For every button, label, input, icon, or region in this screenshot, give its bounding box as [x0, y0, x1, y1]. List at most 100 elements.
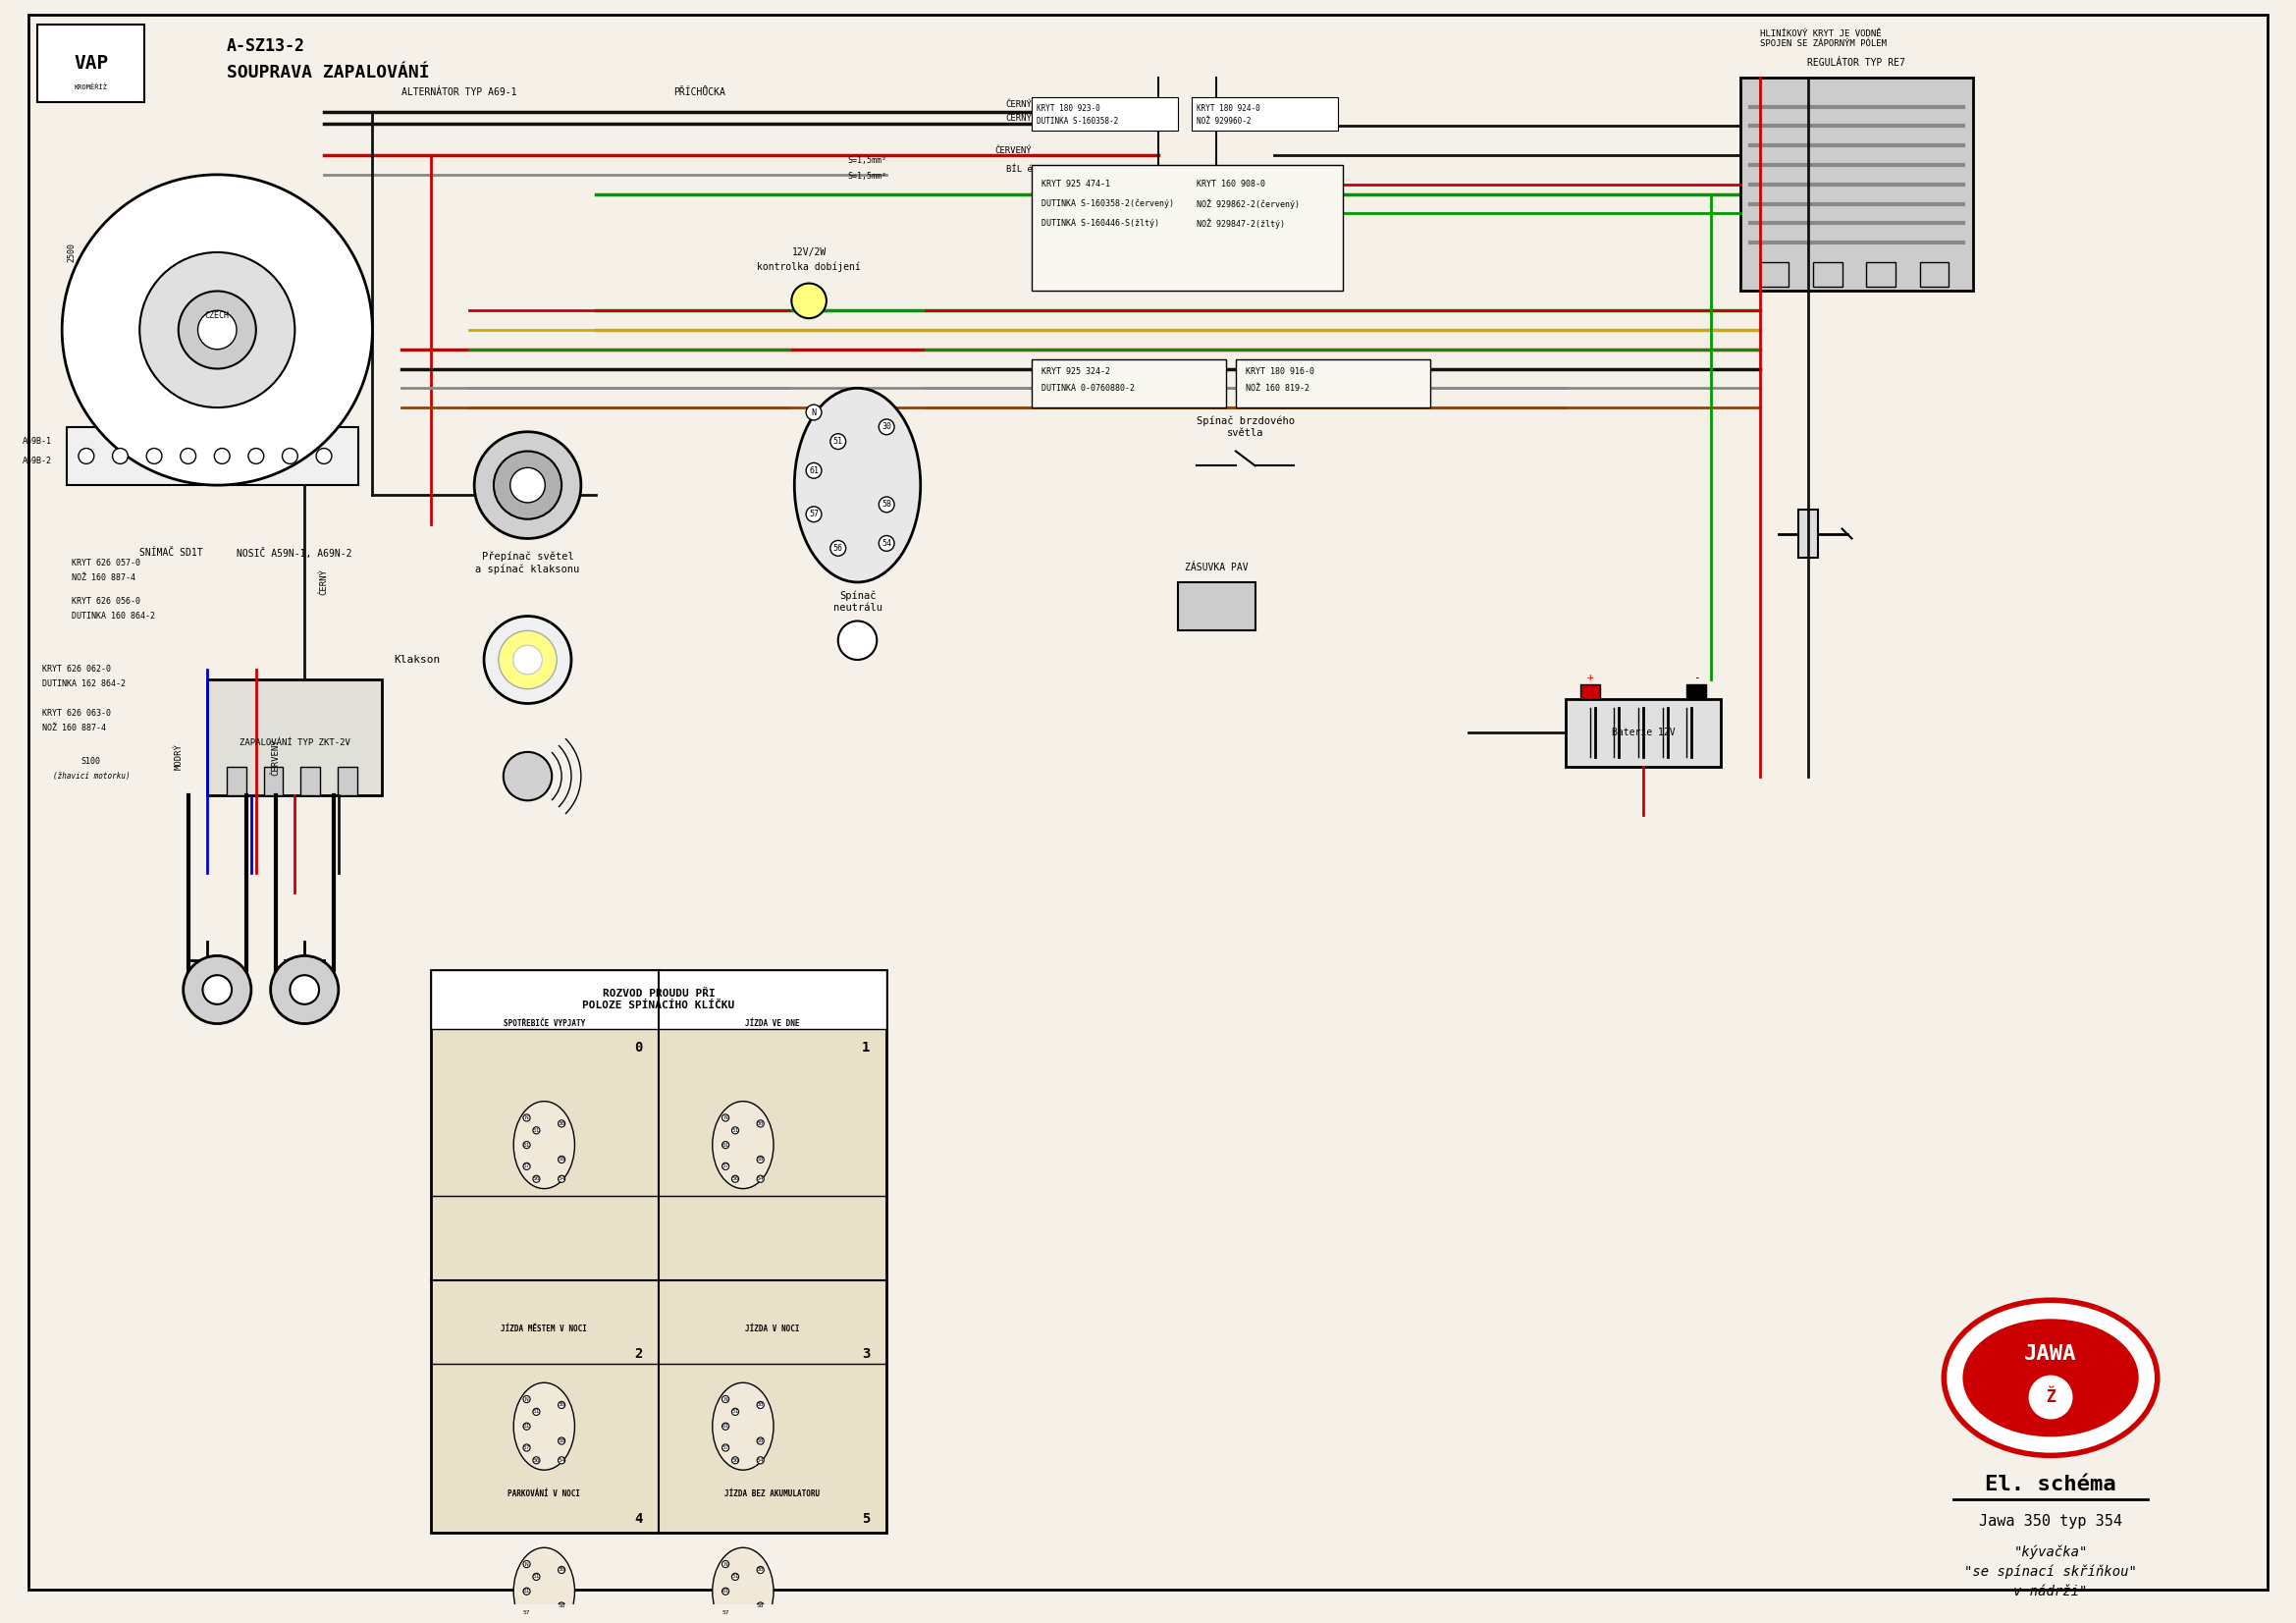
Circle shape [558, 1156, 565, 1164]
Text: KRYT 180 923-0: KRYT 180 923-0 [1038, 104, 1100, 114]
Circle shape [721, 1444, 730, 1451]
Circle shape [271, 956, 338, 1024]
Text: N: N [526, 1561, 528, 1566]
Circle shape [838, 622, 877, 661]
Text: 56: 56 [533, 1457, 540, 1462]
Text: 58: 58 [758, 1438, 765, 1443]
Text: MODRÝ: MODRÝ [174, 743, 184, 769]
Text: KRYT 180 916-0: KRYT 180 916-0 [1244, 367, 1313, 377]
Circle shape [523, 1141, 530, 1149]
Text: ČERNÝ: ČERNÝ [319, 570, 328, 596]
Text: Klakson: Klakson [395, 656, 441, 665]
Text: N: N [723, 1115, 728, 1120]
Ellipse shape [712, 1102, 774, 1188]
Text: NOŽ 160 887-4: NOŽ 160 887-4 [44, 724, 106, 732]
Text: ROZVOD PROUDU PŘI
POLOZE SPÍNACÍHO KLÍČKU: ROZVOD PROUDU PŘI POLOZE SPÍNACÍHO KLÍČK… [583, 988, 735, 1010]
Text: S=1,5mm²: S=1,5mm² [847, 172, 886, 182]
Text: DUTINKA 162 864-2: DUTINKA 162 864-2 [44, 680, 126, 688]
Circle shape [758, 1402, 765, 1409]
Circle shape [806, 506, 822, 523]
Text: 30: 30 [882, 422, 891, 432]
Circle shape [721, 1141, 730, 1149]
Text: 54: 54 [882, 539, 891, 549]
Circle shape [792, 284, 827, 318]
Bar [250, 398, 273, 414]
Text: 51: 51 [732, 1409, 739, 1414]
Bar [1192, 97, 1339, 131]
Circle shape [147, 448, 163, 464]
Text: KROMĚŘÍŽ: KROMĚŘÍŽ [73, 84, 108, 91]
Text: BÍL é: BÍL é [1006, 166, 1033, 174]
Text: +: + [1587, 672, 1593, 682]
Circle shape [484, 617, 572, 703]
Text: ČERNÝ: ČERNÝ [1006, 114, 1033, 123]
Circle shape [523, 1423, 530, 1430]
Circle shape [197, 310, 236, 349]
Circle shape [721, 1396, 730, 1402]
Text: ZÁSUVKA PAV: ZÁSUVKA PAV [1185, 563, 1249, 573]
Circle shape [732, 1409, 739, 1415]
Ellipse shape [514, 1548, 574, 1623]
Circle shape [758, 1602, 765, 1610]
Circle shape [523, 1608, 530, 1617]
Text: El. schéma: El. schéma [1986, 1475, 2117, 1495]
Text: KRYT 160 908-0: KRYT 160 908-0 [1196, 180, 1265, 188]
Ellipse shape [514, 1383, 574, 1470]
Text: DUTINKA S-160446-S(žltý): DUTINKA S-160446-S(žltý) [1042, 219, 1159, 227]
Text: 51: 51 [732, 1574, 739, 1579]
Text: SNÍMAČ SD1T: SNÍMAČ SD1T [140, 549, 202, 558]
Bar [1814, 261, 1841, 286]
Bar [1740, 78, 1972, 291]
Text: 56: 56 [732, 1177, 739, 1182]
Text: Přepínač světel
a spínač klaksonu: Přepínač světel a spínač klaksonu [475, 552, 581, 575]
Text: 30: 30 [558, 1402, 565, 1407]
Bar [119, 321, 142, 338]
Text: 57: 57 [523, 1444, 530, 1449]
Text: 2500: 2500 [67, 242, 76, 261]
Circle shape [558, 1402, 565, 1409]
Circle shape [831, 433, 845, 450]
Circle shape [510, 467, 544, 503]
Ellipse shape [514, 1102, 574, 1188]
Text: Ž: Ž [2046, 1388, 2055, 1406]
Text: 56: 56 [732, 1457, 739, 1462]
Text: 51: 51 [732, 1128, 739, 1133]
Circle shape [732, 1573, 739, 1581]
Text: 61: 61 [721, 1589, 730, 1594]
Text: DUTINKA 0-0760880-2: DUTINKA 0-0760880-2 [1042, 383, 1134, 393]
Text: 56: 56 [833, 544, 843, 553]
Circle shape [879, 536, 895, 552]
Text: 58: 58 [558, 1438, 565, 1443]
Text: 1: 1 [861, 1040, 870, 1055]
Circle shape [758, 1156, 765, 1164]
Text: 57: 57 [808, 510, 820, 519]
Text: Baterie 12V: Baterie 12V [1612, 727, 1676, 737]
Circle shape [721, 1587, 730, 1595]
Circle shape [523, 1115, 530, 1121]
Circle shape [494, 451, 563, 519]
Text: 5: 5 [861, 1511, 870, 1526]
Circle shape [558, 1457, 565, 1464]
Circle shape [806, 404, 822, 420]
Text: 51: 51 [533, 1574, 540, 1579]
Text: 58: 58 [558, 1157, 565, 1162]
Circle shape [533, 1126, 540, 1134]
Circle shape [879, 419, 895, 435]
Circle shape [558, 1120, 565, 1126]
Text: ZAPALOVÁNÍ TYP ZKT-2V: ZAPALOVÁNÍ TYP ZKT-2V [239, 738, 351, 747]
Text: "se spínací skříňkou": "se spínací skříňkou" [1965, 1565, 2138, 1579]
Text: 58: 58 [558, 1604, 565, 1608]
Bar [227, 766, 246, 795]
Text: 57: 57 [721, 1610, 730, 1615]
Text: ČERVENÝ: ČERVENÝ [994, 146, 1033, 154]
Bar [67, 427, 358, 485]
Text: SPOTŘEBIČE VYPJATY: SPOTŘEBIČE VYPJATY [503, 1019, 585, 1027]
Text: 2: 2 [634, 1347, 643, 1360]
Text: VAP: VAP [73, 54, 108, 73]
Text: (žhavicí motorku): (žhavicí motorku) [53, 773, 129, 781]
Text: 30: 30 [758, 1121, 765, 1126]
Text: 58: 58 [758, 1604, 765, 1608]
Circle shape [523, 1587, 530, 1595]
Text: 30: 30 [558, 1568, 565, 1573]
Text: 54: 54 [558, 1177, 565, 1182]
